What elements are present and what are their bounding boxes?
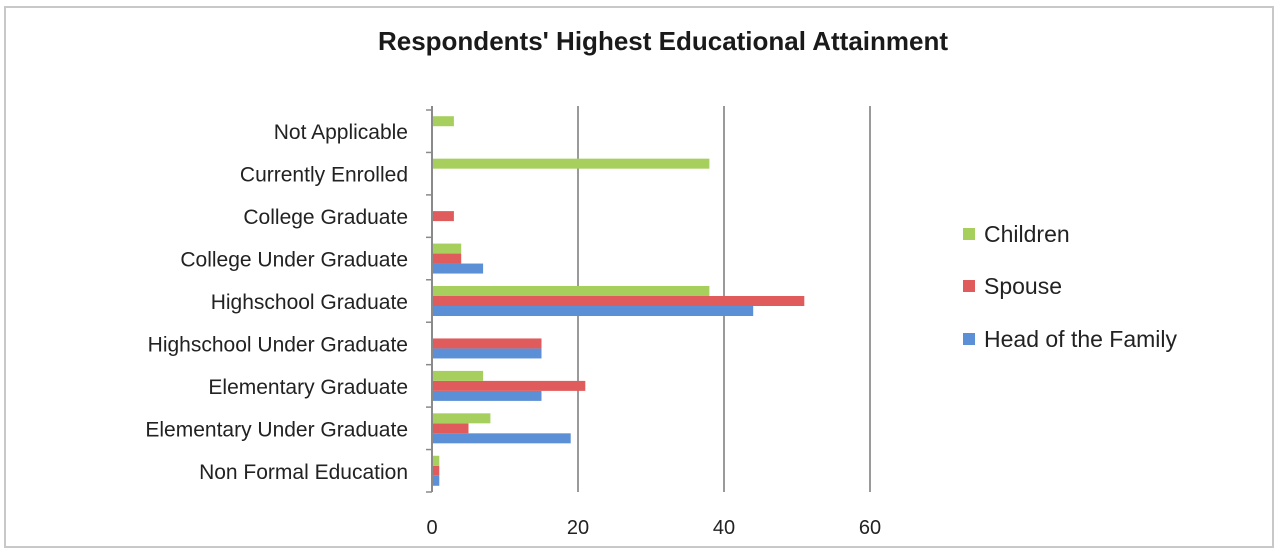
bar xyxy=(432,253,462,264)
bar xyxy=(432,286,710,296)
category-label: College Under Graduate xyxy=(180,249,408,272)
category-label: Currently Enrolled xyxy=(240,164,408,187)
chart-title: Respondents' Highest Educational Attainm… xyxy=(378,26,948,56)
bar xyxy=(432,455,440,466)
legend-swatch xyxy=(963,333,975,345)
category-label: Not Applicable xyxy=(274,121,408,144)
legend-label: Head of the Family xyxy=(984,326,1178,352)
bar xyxy=(432,158,710,169)
bar xyxy=(432,116,454,127)
legend: Children Spouse Head of the Family xyxy=(963,221,1178,352)
bar xyxy=(432,370,484,381)
bar xyxy=(432,423,469,434)
category-label: Elementary Graduate xyxy=(208,376,408,399)
category-label: Non Formal Education xyxy=(199,461,408,484)
legend-swatch xyxy=(963,280,975,292)
category-label: College Graduate xyxy=(243,206,408,229)
legend-label: Spouse xyxy=(984,273,1062,299)
bar xyxy=(432,413,491,424)
legend-swatch xyxy=(963,228,975,240)
x-tick-label: 0 xyxy=(426,517,437,539)
bar xyxy=(432,211,454,222)
bar xyxy=(432,263,484,274)
bar xyxy=(432,433,571,444)
tick-labels: 0 20 40 60 xyxy=(426,517,881,539)
category-label: Elementary Under Graduate xyxy=(145,418,408,441)
bar xyxy=(432,243,462,254)
x-tick-label: 20 xyxy=(567,517,589,539)
category-labels: Non Formal Education Elementary Under Gra… xyxy=(145,121,408,484)
bar xyxy=(432,306,754,316)
category-label: Highschool Under Graduate xyxy=(148,333,408,356)
x-tick-label: 40 xyxy=(713,517,735,539)
bar xyxy=(432,338,542,349)
bar xyxy=(432,475,440,486)
bar xyxy=(432,380,586,391)
chart-frame xyxy=(4,6,1274,548)
bars-group xyxy=(432,116,805,486)
bar xyxy=(432,348,542,359)
x-tick-label: 60 xyxy=(859,517,881,539)
bar xyxy=(432,296,805,306)
legend-label: Children xyxy=(984,221,1070,247)
axis-group xyxy=(426,106,433,493)
bar xyxy=(432,390,542,401)
category-label: Highschool Graduate xyxy=(211,291,408,314)
bar xyxy=(432,465,440,476)
